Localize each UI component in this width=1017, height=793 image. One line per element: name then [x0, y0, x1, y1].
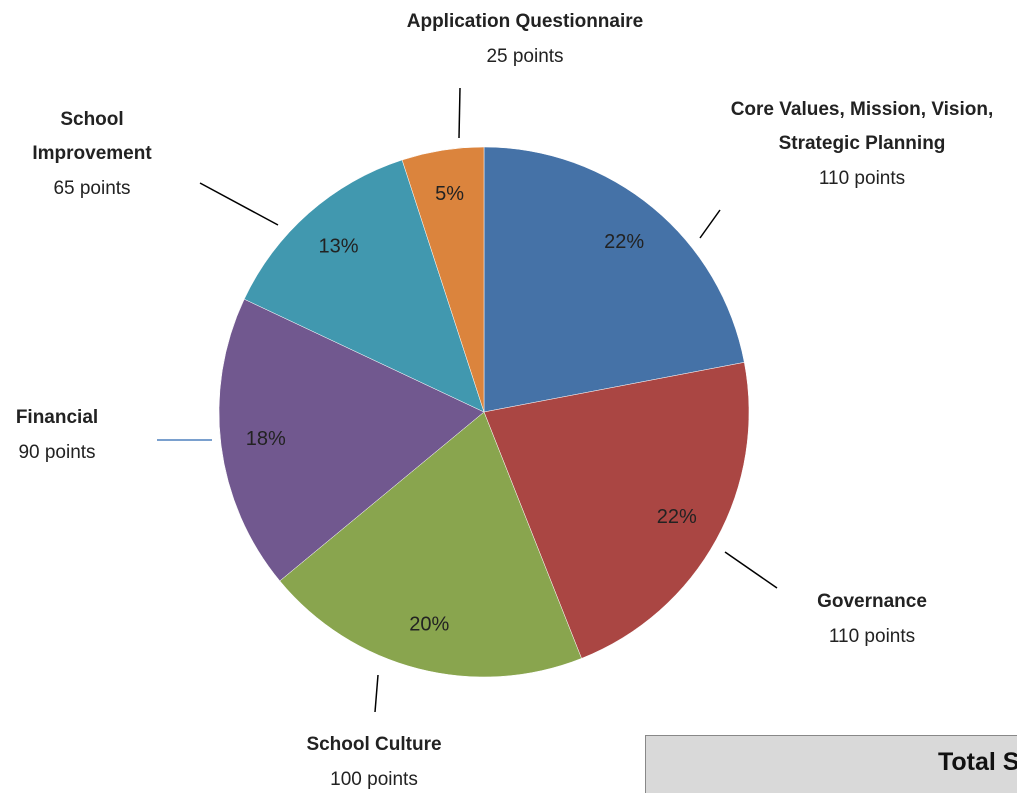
category-name: Governance: [817, 591, 927, 612]
leader-line: [199, 182, 279, 226]
pie-slice: [483, 362, 750, 659]
category-name: Application Questionnaire: [406, 11, 644, 32]
category-points: 110 points: [818, 168, 906, 189]
category-label: Application Questionnaire 25 points: [365, 5, 685, 74]
leader-line: [374, 674, 379, 713]
category-label: Financial 90 points: [0, 401, 137, 470]
category-name: Core Values, Mission, Vision, Strategic …: [730, 99, 994, 154]
category-label: Core Values, Mission, Vision, Strategic …: [712, 93, 1012, 196]
slice-label: 18%: [246, 428, 286, 450]
slice-label: 5%: [435, 183, 464, 205]
category-label: Governance 110 points: [772, 585, 972, 654]
total-box: Total Score: [645, 735, 1017, 793]
slice-label: 13%: [319, 235, 359, 257]
category-points: 90 points: [18, 442, 96, 463]
box-title: Total Score: [938, 748, 1017, 776]
pie-slice: [279, 411, 582, 678]
category-name: School Improvement: [32, 109, 152, 164]
leader-line: [724, 551, 778, 589]
category-points: 65 points: [53, 178, 131, 199]
category-name: School Culture: [306, 734, 442, 755]
category-label: School Improvement 65 points: [17, 103, 167, 206]
pie-slice: [218, 298, 485, 582]
pie-slice: [401, 146, 485, 413]
slice-label: 20%: [409, 613, 449, 635]
category-name: Financial: [15, 407, 99, 428]
leader-line: [458, 87, 461, 139]
category-points: 25 points: [486, 46, 564, 67]
category-points: 110 points: [828, 626, 916, 647]
pie-slice: [243, 159, 485, 413]
pie-slice: [483, 146, 745, 413]
leader-line: [699, 209, 721, 239]
category-points: 100 points: [330, 769, 418, 790]
category-label: School Culture 100 points: [274, 728, 474, 793]
slice-label: 22%: [657, 506, 697, 528]
slice-label: 22%: [604, 231, 644, 253]
